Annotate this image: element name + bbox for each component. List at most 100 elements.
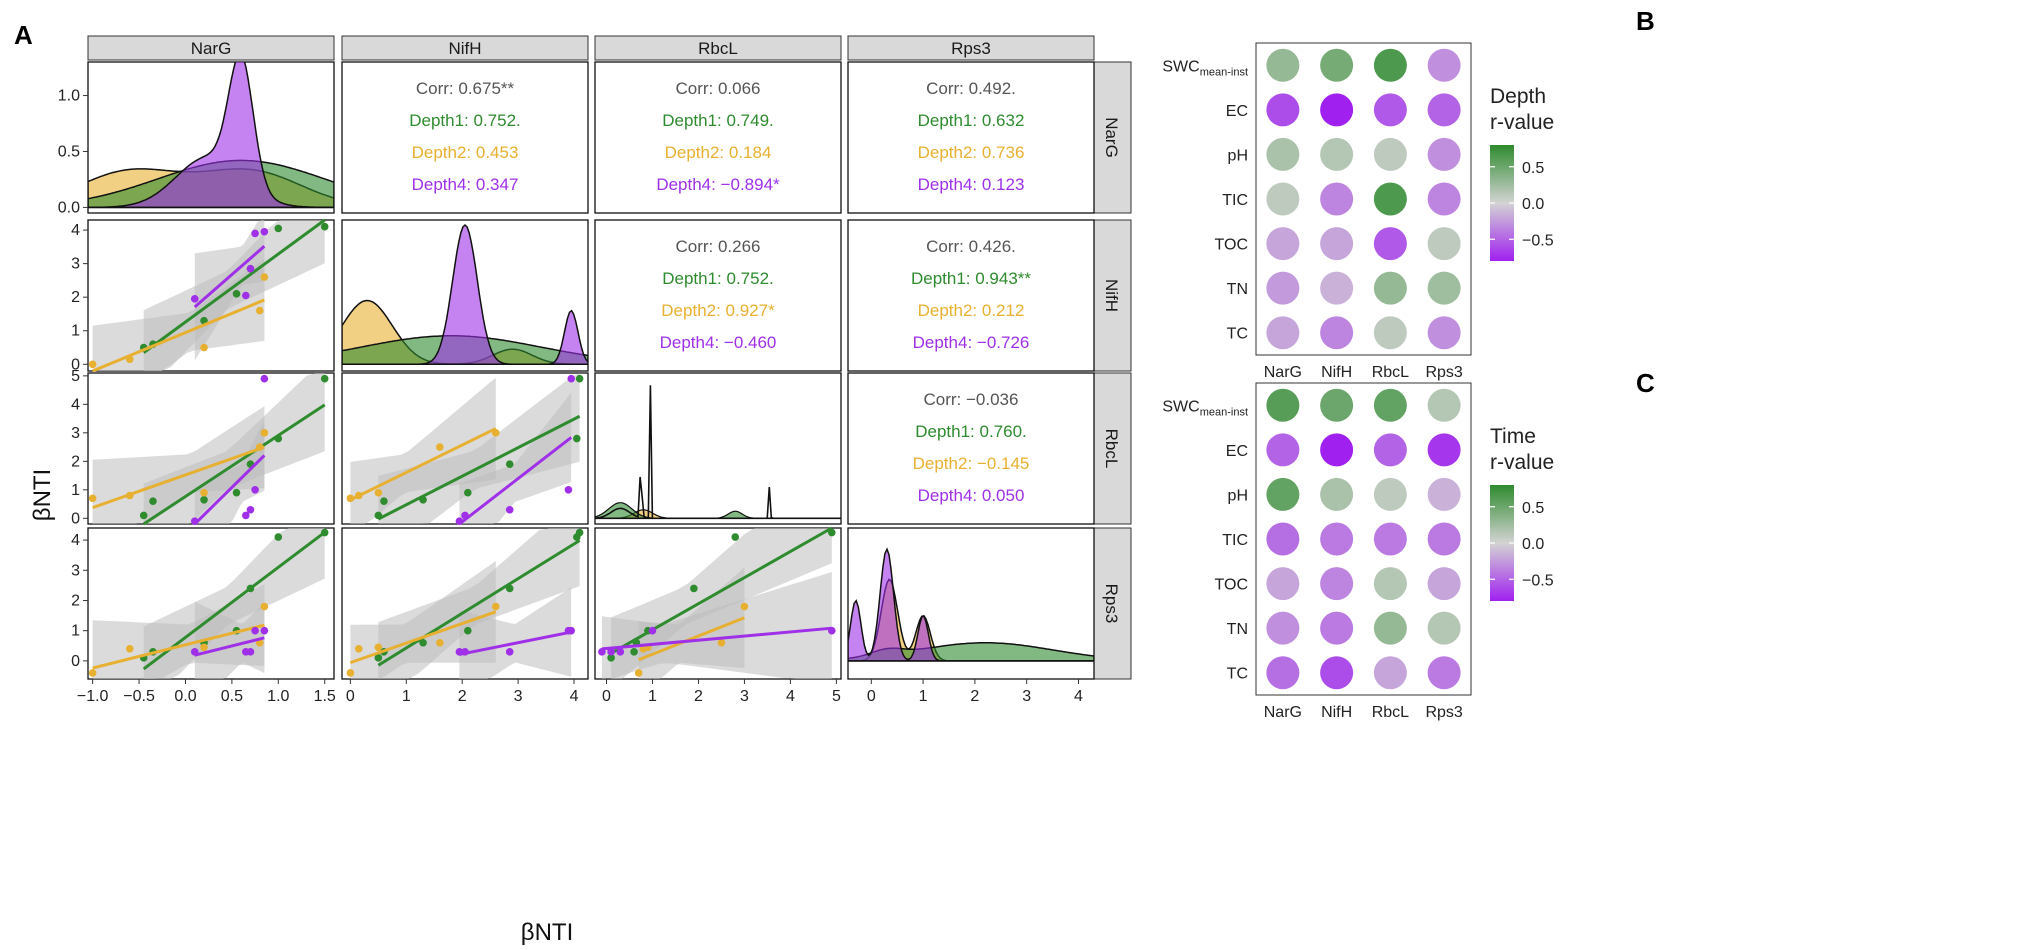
panel-letter-c: C — [1636, 368, 1655, 398]
dot-ec-rbcl — [1373, 433, 1407, 467]
x-tick-label: 2 — [694, 688, 703, 705]
point-depth1 — [463, 626, 472, 635]
dot-tn-rps3 — [1427, 271, 1461, 305]
legend-title-line2: r-value — [1490, 451, 1554, 474]
point-depth1 — [630, 648, 638, 656]
panel-narg-rps3: Corr: 0.492. Depth1: 0.632 Depth2: 0.736 De… — [847, 61, 1095, 214]
point-depth4 — [251, 486, 259, 494]
panel-nifh-nifh-density — [342, 223, 588, 366]
ribbon-depth2 — [92, 259, 265, 371]
panel-rbcl-rbcl-frame — [594, 372, 842, 525]
dot-ph-rps3 — [1427, 477, 1461, 511]
ribbon-depth4 — [194, 601, 265, 679]
legend-title-line1: Time — [1490, 425, 1536, 448]
strip-top-nifh — [341, 35, 589, 61]
dot-swc-rps3 — [1427, 48, 1461, 82]
y-tick-label: 1 — [71, 623, 80, 640]
x-tick-label: 1 — [402, 688, 411, 705]
dot-ec-narg — [1266, 433, 1300, 467]
point-depth1 — [320, 374, 329, 383]
point-depth2 — [125, 355, 134, 364]
point-depth2 — [634, 669, 643, 677]
dot-tc-rbcl — [1373, 656, 1407, 690]
dot-ph-narg — [1266, 477, 1300, 511]
corr-depth2: Depth2: 0.212 — [918, 301, 1025, 320]
corr-depth2: Depth2: 0.453 — [412, 143, 519, 162]
corr-total: Corr: 0.675** — [416, 79, 515, 98]
dot-tc-narg — [1266, 316, 1300, 350]
x-tick-label: 3 — [1022, 688, 1031, 705]
dot-toc-nifh — [1320, 227, 1354, 261]
dot-ph-rps3 — [1427, 137, 1461, 171]
x-tick-label: −0.5 — [123, 688, 155, 705]
legend-tick-label: 0.0 — [1522, 536, 1544, 553]
point-depth1 — [320, 222, 329, 231]
point-depth4 — [648, 626, 657, 635]
ribbon-depth2 — [92, 406, 265, 524]
y-axis-title: βNTI — [29, 469, 56, 521]
point-depth4 — [260, 374, 269, 383]
panel-nifh-nifh — [341, 219, 589, 372]
point-depth1 — [149, 497, 157, 506]
panel-rps3-nifh: 0 1 2 3 4 — [341, 527, 589, 705]
ribbon-depth4 — [459, 587, 572, 679]
panel-nifh-rbcl-frame — [594, 219, 842, 372]
point-depth2 — [374, 643, 383, 652]
row-label-tn: TN — [1227, 281, 1248, 298]
point-depth4 — [455, 517, 464, 525]
point-depth4 — [190, 295, 199, 303]
point-depth2 — [255, 306, 264, 315]
panel-rps3-narg: 0 1 2 3 4 −1.0 −0.5 0.0 0.5 1.0 1.5 — [71, 527, 336, 705]
row-label-toc: TOC — [1215, 237, 1248, 254]
col-label-nifh: NifH — [1321, 364, 1352, 381]
y-tick-label: 4 — [71, 222, 80, 239]
regression-line-depth4 — [459, 630, 572, 656]
point-depth1 — [320, 528, 329, 537]
panel-letter-a: A — [14, 20, 33, 50]
dot-swc-rbcl — [1373, 388, 1407, 422]
strip-label-right-rps3: Rps3 — [1102, 584, 1121, 624]
point-depth4 — [567, 626, 576, 635]
y-tick-label: 3 — [71, 256, 80, 273]
y-tick-label: 2 — [71, 453, 80, 470]
panel-rbcl-rbcl — [594, 372, 842, 525]
row-label-toc: TOC — [1215, 577, 1248, 594]
panel-rbcl-narg: 0 1 2 3 4 5 — [71, 368, 335, 527]
dot-tic-rps3 — [1427, 182, 1461, 216]
point-depth4 — [461, 648, 469, 656]
point-depth2 — [260, 429, 269, 437]
regression-line-depth2 — [92, 298, 265, 373]
corr-depth1: Depth1: 0.760. — [915, 422, 1027, 441]
y-tick-label: 3 — [71, 425, 80, 442]
x-tick-label: −1.0 — [77, 688, 109, 705]
regression-line-depth2 — [349, 610, 497, 665]
point-depth1 — [274, 533, 283, 541]
panel-nifh-rps3-frame — [847, 219, 1095, 372]
dot-ec-narg — [1266, 93, 1300, 127]
y-tick-label: 0 — [71, 356, 80, 373]
corr-depth4: Depth4: 0.347 — [412, 175, 519, 194]
dot-ec-rps3 — [1427, 93, 1461, 127]
point-depth4 — [607, 648, 615, 656]
point-depth1 — [505, 584, 514, 593]
dot-ec-nifh — [1320, 93, 1354, 127]
point-depth2 — [125, 645, 134, 653]
point-depth1 — [274, 224, 283, 233]
corr-depth1: Depth1: 0.749. — [662, 111, 774, 130]
point-depth4 — [246, 648, 255, 656]
dot-tic-rbcl — [1373, 522, 1407, 556]
point-depth2 — [436, 638, 444, 647]
dot-tn-nifh — [1320, 611, 1354, 645]
dot-tn-rbcl — [1373, 271, 1407, 305]
row-label-tc: TC — [1227, 326, 1248, 343]
density-depth4 — [88, 62, 334, 209]
y-tick-label: 3 — [71, 562, 80, 579]
point-depth1 — [232, 488, 241, 497]
dot-ec-nifh — [1320, 433, 1354, 467]
dot-toc-rbcl — [1373, 567, 1407, 601]
point-depth2 — [436, 443, 444, 451]
dot-tc-rbcl — [1373, 316, 1407, 350]
point-depth1 — [200, 495, 208, 504]
point-depth1 — [505, 460, 514, 468]
